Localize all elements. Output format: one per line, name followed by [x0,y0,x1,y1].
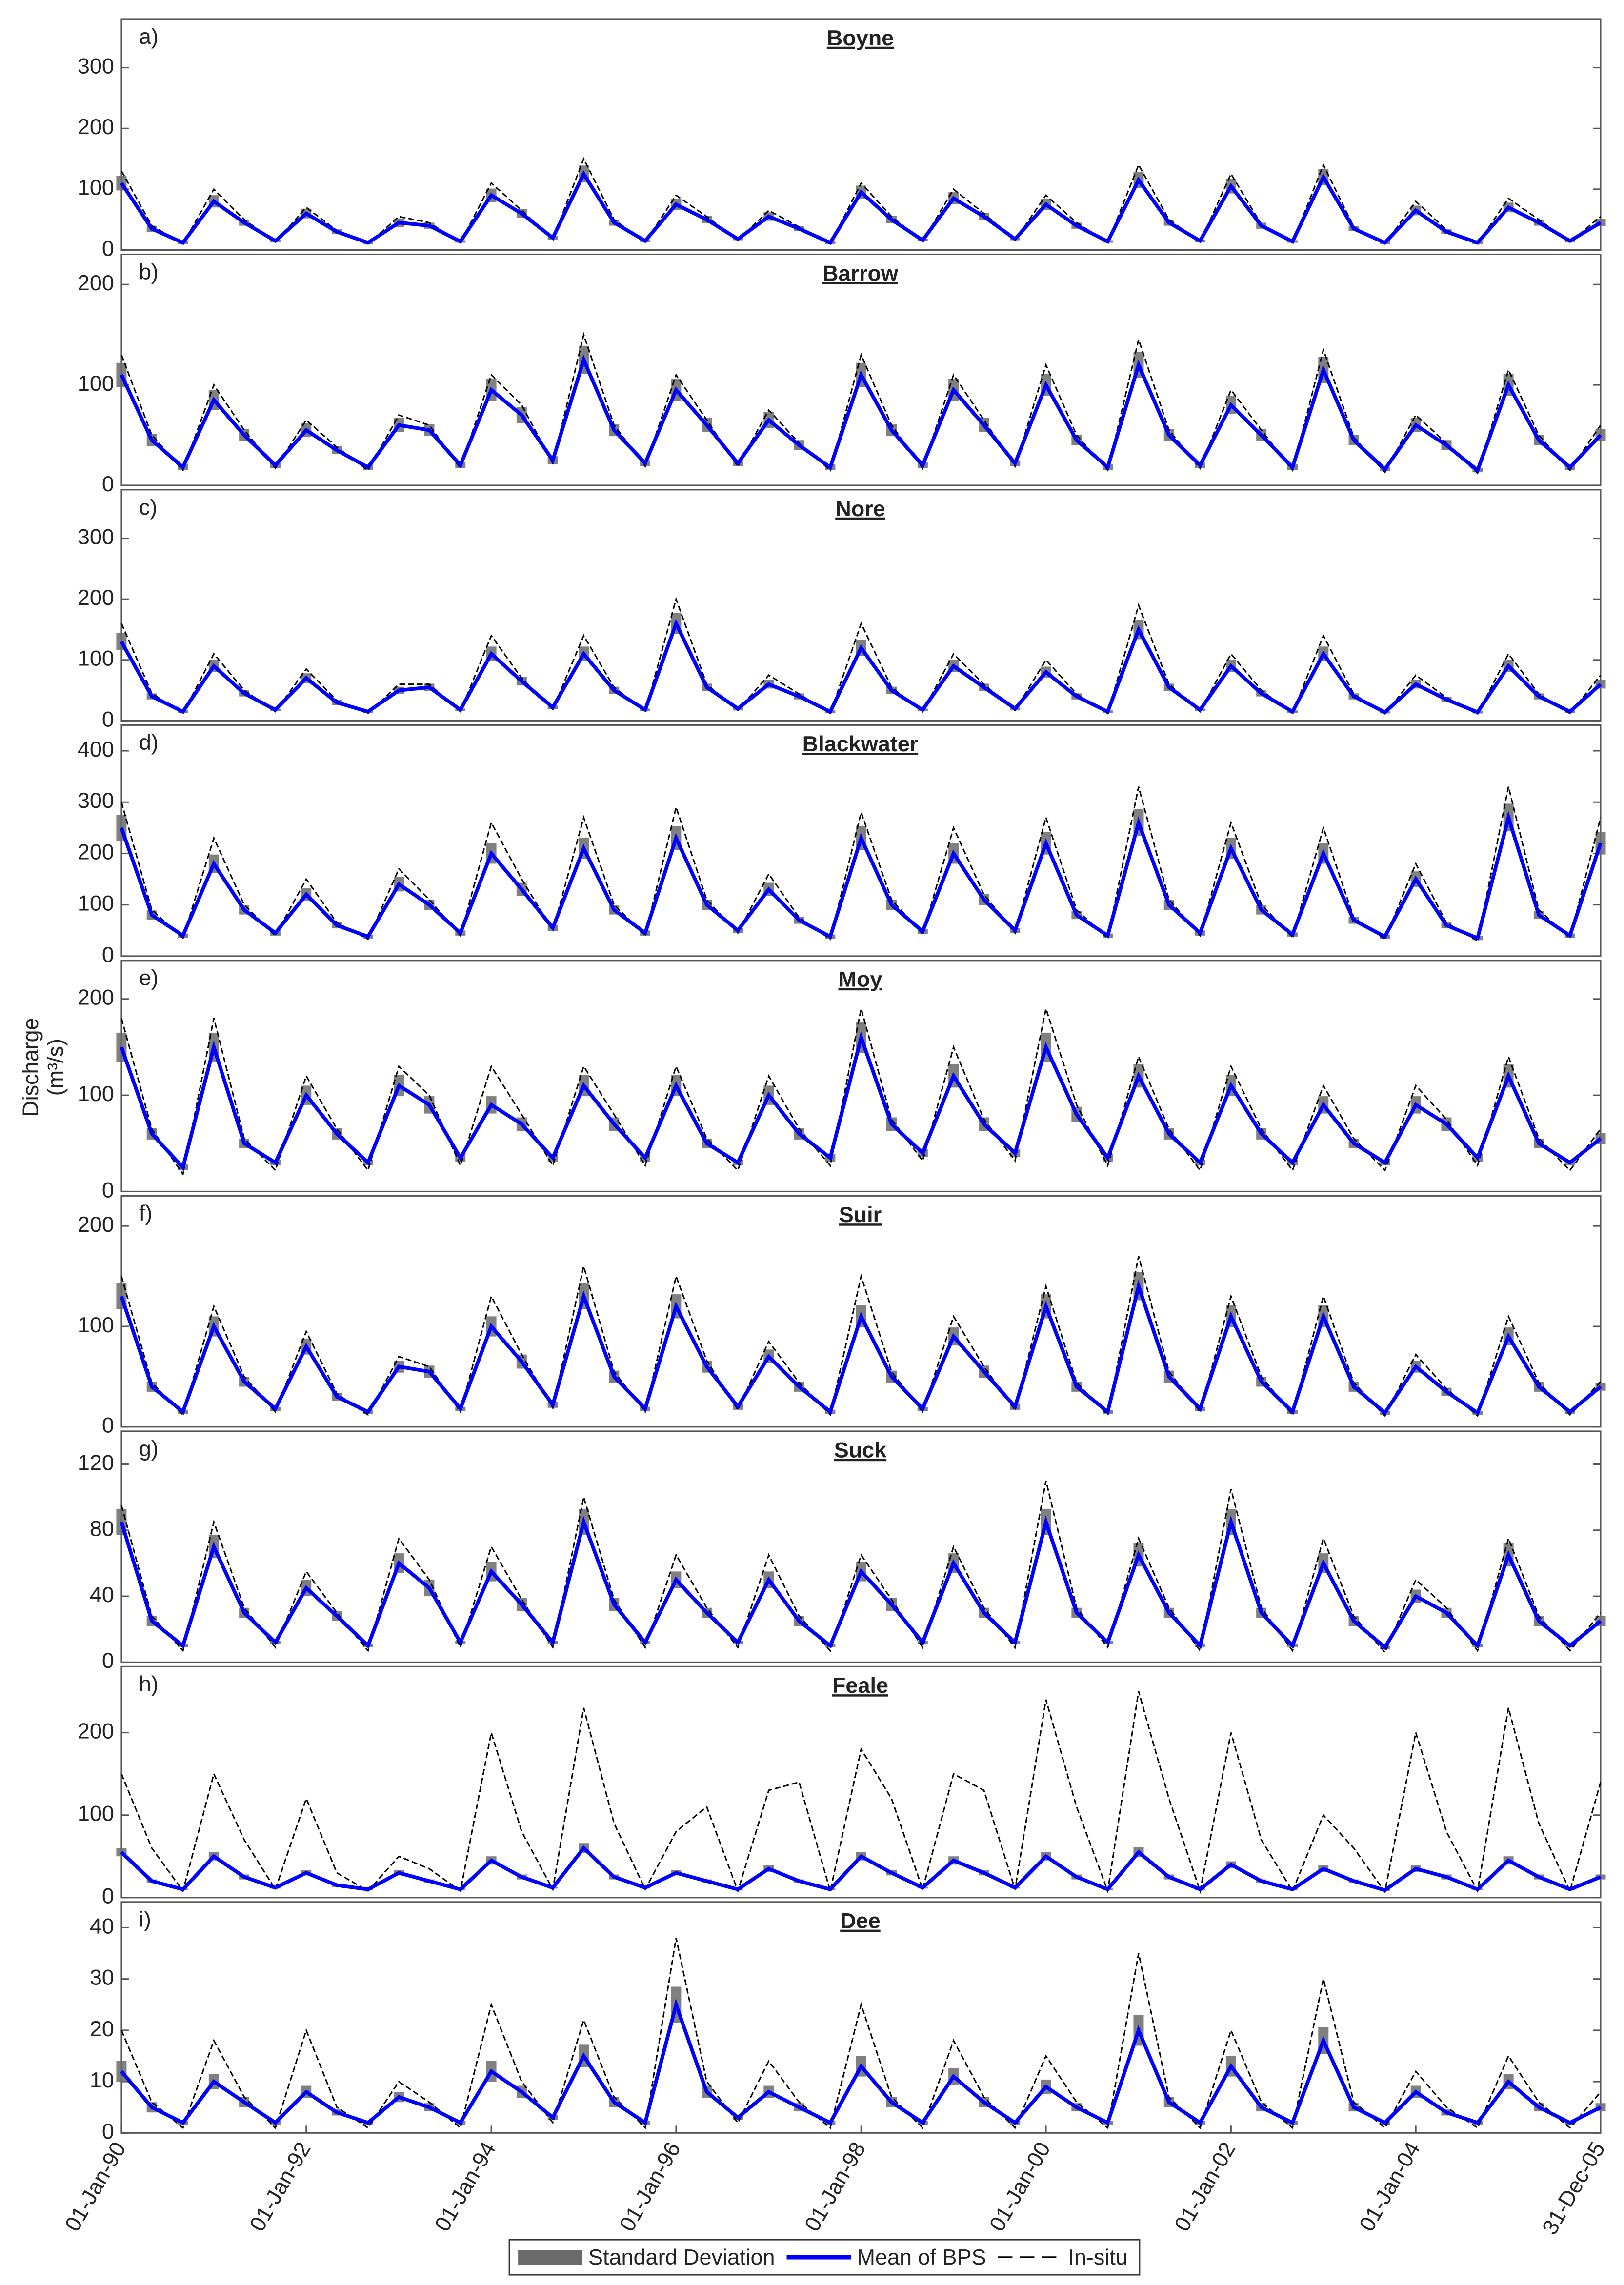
y-tick-label: 0 [102,1648,114,1673]
y-tick-label: 120 [78,1450,114,1475]
y-tick-label: 200 [78,585,114,610]
mean-line [120,811,1603,941]
mean-line [120,1280,1602,1416]
x-tick-label: 01-Jan-96 [614,2138,685,2236]
in-situ-line [120,1938,1602,2129]
panel-title: Barrow [822,261,899,285]
x-tick-label: 01-Jan-02 [1169,2138,1240,2236]
y-axis-label: Discharge [18,1018,43,1117]
x-tick-label: 01-Jan-04 [1354,2138,1425,2236]
y-tick-label: 100 [78,1312,114,1337]
y-tick-label: 300 [78,54,114,79]
in-situ-line [120,1005,1602,1176]
mean-line [120,1515,1602,1650]
y-tick-label: 0 [102,706,114,731]
legend-swatch [518,2250,583,2265]
mean-line [120,354,1602,474]
mean-line [120,619,1602,715]
y-tick-label: 30 [90,1965,114,1990]
mean-line [120,1998,1602,2126]
legend: Standard Deviation Mean of BPS In-situ [508,2239,1141,2276]
panel-title: Boyne [827,25,894,50]
mean-line [120,1031,1602,1171]
panel-label: b) [139,259,159,284]
mean-line [120,170,1602,245]
x-tick-label: 01-Jan-94 [430,2138,501,2236]
y-tick-label: 200 [78,839,114,864]
y-tick-label: 20 [90,2016,114,2041]
panel-title: Moy [838,967,882,992]
x-tick-label: 31-Dec-05 [1537,2138,1610,2239]
x-tick-label: 01-Jan-92 [244,2138,315,2236]
panel-title: Feale [832,1673,888,1698]
panel-title: Blackwater [802,731,918,756]
y-tick-label: 300 [78,788,114,813]
y-tick-label: 0 [102,1413,114,1438]
mean-line [120,1845,1602,1892]
legend-label: In-situ [1068,2245,1127,2269]
y-tick-label: 200 [78,114,114,139]
y-tick-label: 200 [78,985,114,1010]
panel-label: i) [139,1907,151,1932]
y-tick-label: 80 [90,1516,114,1541]
y-tick-label: 0 [102,471,114,496]
y-tick-label: 0 [102,236,114,261]
panel-label: a) [139,24,159,49]
panel-title: Dee [840,1908,881,1933]
panel-title: Nore [835,496,885,521]
panel-label: e) [139,965,159,990]
y-tick-label: 0 [102,942,114,967]
panel-frame [120,1665,1602,1899]
panel-frame [120,489,1602,722]
panel-frame [120,960,1602,1192]
y-tick-label: 100 [78,1801,114,1826]
y-tick-label: 0 [102,2119,114,2144]
x-tick-label: 01-Jan-90 [60,2138,130,2236]
panel-frame [120,1430,1602,1663]
panel-label: c) [139,495,157,520]
x-tick-label: 01-Jan-98 [800,2138,870,2236]
panel-title: Suck [834,1438,887,1463]
x-tick-label: 01-Jan-00 [984,2138,1055,2236]
y-tick-label: 40 [90,1582,114,1607]
y-tick-label: 100 [78,891,114,916]
y-tick-label: 100 [78,371,114,396]
panel-label: g) [139,1436,159,1461]
panel-label: h) [139,1671,159,1696]
panel-label: f) [139,1201,152,1225]
y-tick-label: 100 [78,1081,114,1106]
y-tick-label: 400 [78,737,114,762]
y-tick-label: 10 [90,2067,114,2092]
y-tick-label: 300 [78,524,114,549]
y-tick-label: 200 [78,1719,114,1744]
legend-label: Mean of BPS [857,2245,986,2269]
y-tick-label: 0 [102,1177,114,1202]
y-tick-label: 0 [102,1884,114,1908]
y-tick-label: 100 [78,175,114,200]
legend-label: Standard Deviation [588,2245,775,2269]
panel-frame [120,1901,1602,2134]
y-axis-label: (m³/s) [43,1039,68,1096]
y-tick-label: 200 [78,1212,114,1237]
y-tick-label: 40 [90,1913,114,1938]
panel-label: d) [139,730,159,755]
panel-title: Suir [839,1202,882,1227]
in-situ-line [120,1480,1602,1654]
y-tick-label: 200 [78,270,114,295]
y-tick-label: 100 [78,646,114,671]
panel-frame [120,18,1602,251]
